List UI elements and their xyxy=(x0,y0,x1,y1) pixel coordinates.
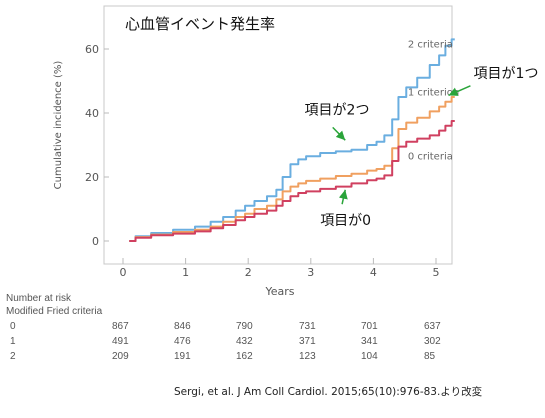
series-labels: 2 criteria 1 criterion 0 criteria xyxy=(408,39,459,162)
y-tick-label: 40 xyxy=(85,107,99,120)
plot-frame xyxy=(103,5,453,265)
series-label: 0 criteria xyxy=(408,151,453,162)
series-line-0-criteria xyxy=(129,120,455,242)
x-tick-label: 0 xyxy=(120,266,127,279)
series-label: 1 criterion xyxy=(408,87,459,98)
series-lines xyxy=(129,38,455,242)
citation: Sergi, et al. J Am Coll Cardiol. 2015;65… xyxy=(174,386,483,398)
y-tick-label: 60 xyxy=(85,43,99,56)
x-tick-label: 1 xyxy=(182,266,189,279)
annotation-arrow xyxy=(332,126,346,141)
series-line-2-criteria xyxy=(129,38,455,242)
x-axis-label: Years xyxy=(264,285,294,298)
annotation-label: 項目が1つ xyxy=(474,66,539,82)
chart-title: 心血管イベント発生率 xyxy=(125,15,275,33)
annotation-arrow xyxy=(338,189,348,205)
x-tick-label: 2 xyxy=(245,266,252,279)
y-tick-label: 20 xyxy=(85,171,99,184)
x-tick-label: 3 xyxy=(307,266,314,279)
annotation-arrow xyxy=(448,85,471,97)
series-line-1-criterion xyxy=(129,96,455,242)
x-tick-label: 4 xyxy=(370,266,377,279)
series-label: 2 criteria xyxy=(408,39,453,50)
y-axis-label: Cumulative incidence (%) xyxy=(53,61,64,190)
annotation-label: 項目が0 xyxy=(320,213,371,229)
y-axis-ticks: 0 20 40 60 xyxy=(85,43,109,248)
y-tick-label: 0 xyxy=(92,235,99,248)
annotation-label: 項目が2つ xyxy=(305,103,370,119)
x-tick-label: 5 xyxy=(433,266,440,279)
x-axis-ticks: 0 1 2 3 4 5 xyxy=(120,258,440,279)
